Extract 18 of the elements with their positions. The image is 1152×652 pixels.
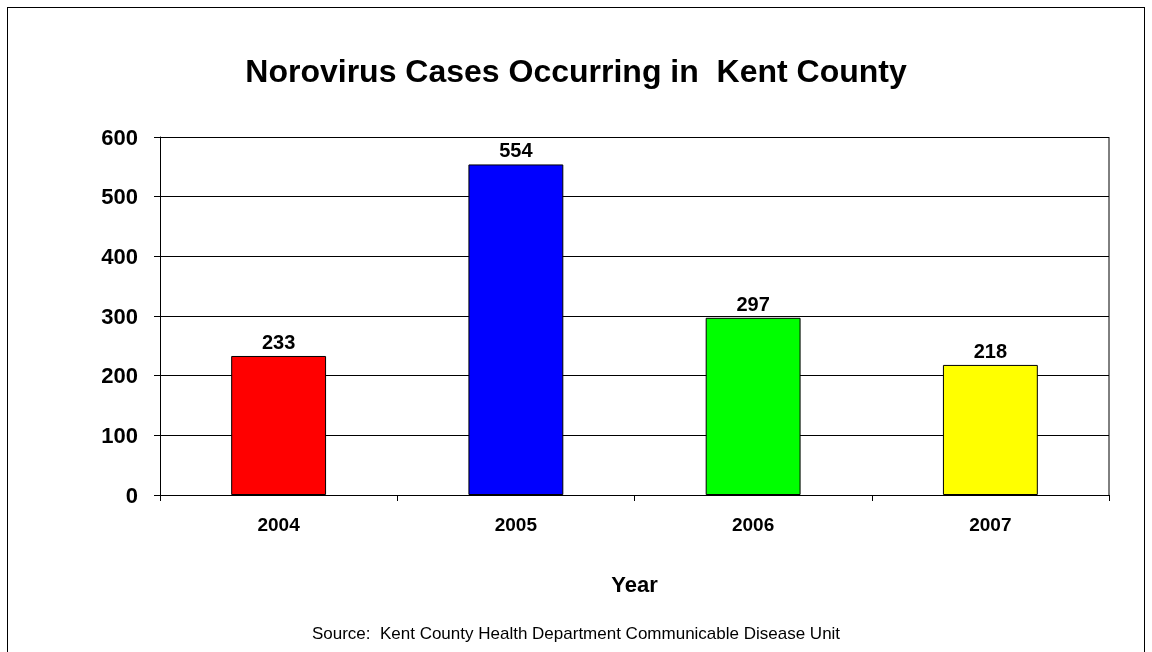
x-tick-label: 2007 bbox=[969, 514, 1012, 535]
y-tick-label: 200 bbox=[101, 363, 138, 389]
source-note: Source: Kent County Health Department Communicable Disease Unit bbox=[311, 624, 841, 643]
x-tick-label: 2005 bbox=[494, 514, 538, 535]
x-tick-label: 2006 bbox=[731, 514, 775, 535]
y-tick-label: 400 bbox=[101, 243, 138, 269]
y-tick-label: 100 bbox=[101, 422, 138, 448]
x-tick-label: 2004 bbox=[257, 514, 301, 535]
data-label: 233 bbox=[261, 330, 296, 353]
data-label: 218 bbox=[973, 339, 1008, 362]
y-tick-label: 500 bbox=[101, 184, 138, 210]
chart-title: Norovirus Cases Occurring in Kent County bbox=[245, 53, 907, 89]
y-tick-label: 0 bbox=[125, 482, 138, 508]
x-axis-title: Year bbox=[611, 571, 659, 597]
y-tick-label: 300 bbox=[101, 303, 138, 329]
data-label: 297 bbox=[736, 292, 770, 315]
y-tick-label: 600 bbox=[101, 124, 138, 150]
data-label: 554 bbox=[499, 139, 534, 162]
